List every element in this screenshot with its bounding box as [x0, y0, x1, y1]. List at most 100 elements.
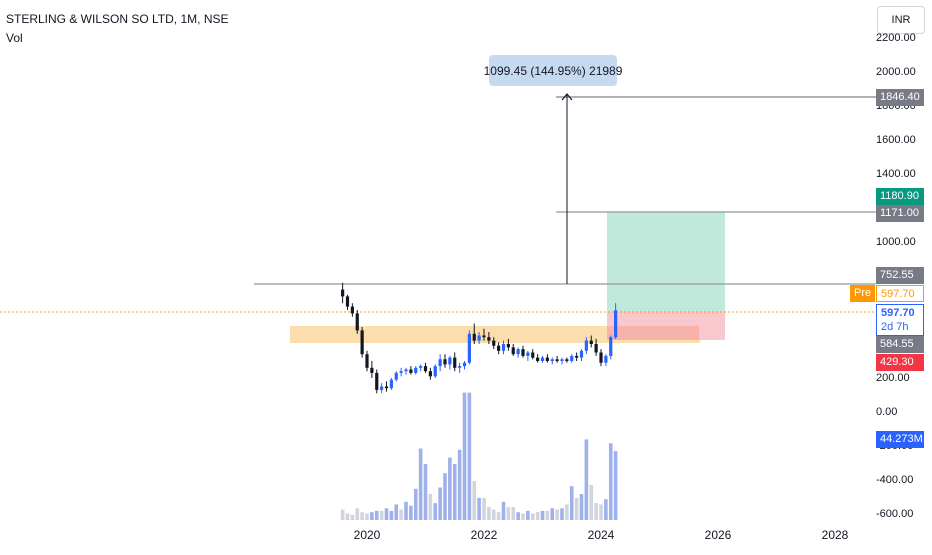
candle: [492, 337, 496, 350]
candle: [433, 364, 437, 378]
candle: [545, 354, 549, 363]
candle: [516, 347, 520, 358]
candle-body: [384, 386, 389, 389]
candle-body: [492, 340, 496, 346]
candle: [482, 328, 486, 341]
candle-body: [409, 369, 413, 373]
candle-body: [506, 344, 510, 348]
candle: [531, 349, 535, 360]
candle-body: [467, 333, 471, 363]
x-tick-label: 2028: [821, 528, 849, 542]
candle-body: [594, 344, 598, 353]
candle: [419, 364, 423, 372]
candle: [526, 350, 530, 361]
candle-body: [443, 359, 447, 365]
candle-body: [599, 352, 603, 363]
candle-body: [555, 359, 559, 361]
candle-body: [350, 306, 354, 314]
candle-body: [355, 313, 359, 331]
candle: [462, 361, 467, 370]
volume-bar: [404, 501, 408, 520]
candle: [414, 366, 418, 375]
volume-bar: [535, 512, 540, 520]
candle: [506, 338, 510, 351]
volume-bar: [370, 512, 374, 520]
current-price-green-tag: 1180.90: [876, 188, 924, 205]
candle-body: [604, 355, 608, 363]
candle-body: [458, 366, 462, 368]
volume-bar: [608, 443, 613, 520]
volume-bar: [360, 512, 364, 520]
candle: [370, 361, 374, 378]
candle: [375, 369, 379, 394]
candle: [438, 354, 442, 372]
volume-bar: [501, 501, 506, 520]
candle: [599, 349, 603, 367]
candle-body: [438, 359, 442, 367]
volume-bar: [345, 513, 350, 520]
volume-bar: [574, 497, 579, 520]
currency-button[interactable]: INR: [877, 6, 925, 34]
volume-bar: [355, 508, 360, 520]
volume-legend: Vol: [6, 31, 23, 45]
candle: [355, 310, 359, 334]
candle-body: [536, 357, 540, 361]
x-tick-label: 2022: [470, 528, 498, 542]
y-tick-label: 2000.00: [876, 66, 916, 78]
volume-bar: [491, 509, 496, 520]
y-tick-label: 200.00: [876, 372, 910, 384]
volume-bar: [560, 508, 564, 520]
candle: [394, 371, 398, 382]
volume-bar: [540, 510, 545, 520]
candles-layer: [341, 282, 618, 394]
volume-bar: [365, 513, 369, 520]
candle-body: [531, 352, 535, 358]
candle-body: [477, 335, 481, 341]
volume-bar: [472, 481, 477, 520]
volume-bar: [516, 512, 520, 520]
candle: [565, 357, 569, 363]
candle: [511, 344, 515, 356]
volume-bar: [394, 504, 399, 520]
y-tick-label: -400.00: [876, 474, 914, 486]
candle: [350, 303, 354, 317]
candle: [497, 342, 501, 355]
candle-body: [375, 372, 379, 390]
volume-bar: [555, 509, 559, 520]
y-tick-label: 2200.00: [876, 32, 916, 44]
candle-body: [482, 335, 486, 338]
candle: [560, 357, 564, 365]
candle: [423, 362, 428, 373]
candle-body: [565, 359, 569, 361]
candle-body: [414, 367, 418, 373]
candle: [521, 345, 525, 358]
volume-value-tag: 44.273M: [876, 431, 924, 448]
candle: [609, 335, 613, 360]
demand-zone: [290, 326, 700, 343]
volume-bar: [594, 503, 598, 520]
candle-body: [423, 366, 428, 372]
volume-bar: [433, 503, 438, 520]
candle-body: [453, 357, 457, 368]
levels-layer: [0, 96, 876, 313]
candle-body: [448, 357, 452, 365]
candle-body: [419, 366, 423, 368]
candle: [458, 362, 462, 373]
symbol-title: STERLING & WILSON SO LTD, 1M, NSE: [6, 12, 229, 26]
volume-bar: [613, 451, 618, 520]
volume-bar: [374, 510, 379, 520]
volume-bar: [579, 494, 584, 520]
candle: [487, 332, 491, 344]
volume-bar: [506, 507, 511, 520]
x-tick-label: 2020: [353, 528, 381, 542]
volume-bar: [496, 512, 501, 520]
candle-body: [341, 289, 345, 297]
volume-bar: [487, 507, 491, 520]
candle-body: [579, 350, 584, 358]
y-tick-label: 0.00: [876, 406, 898, 418]
stop-tag: 429.30: [876, 354, 924, 371]
candle-body: [472, 333, 476, 341]
volume-bar: [409, 505, 413, 520]
